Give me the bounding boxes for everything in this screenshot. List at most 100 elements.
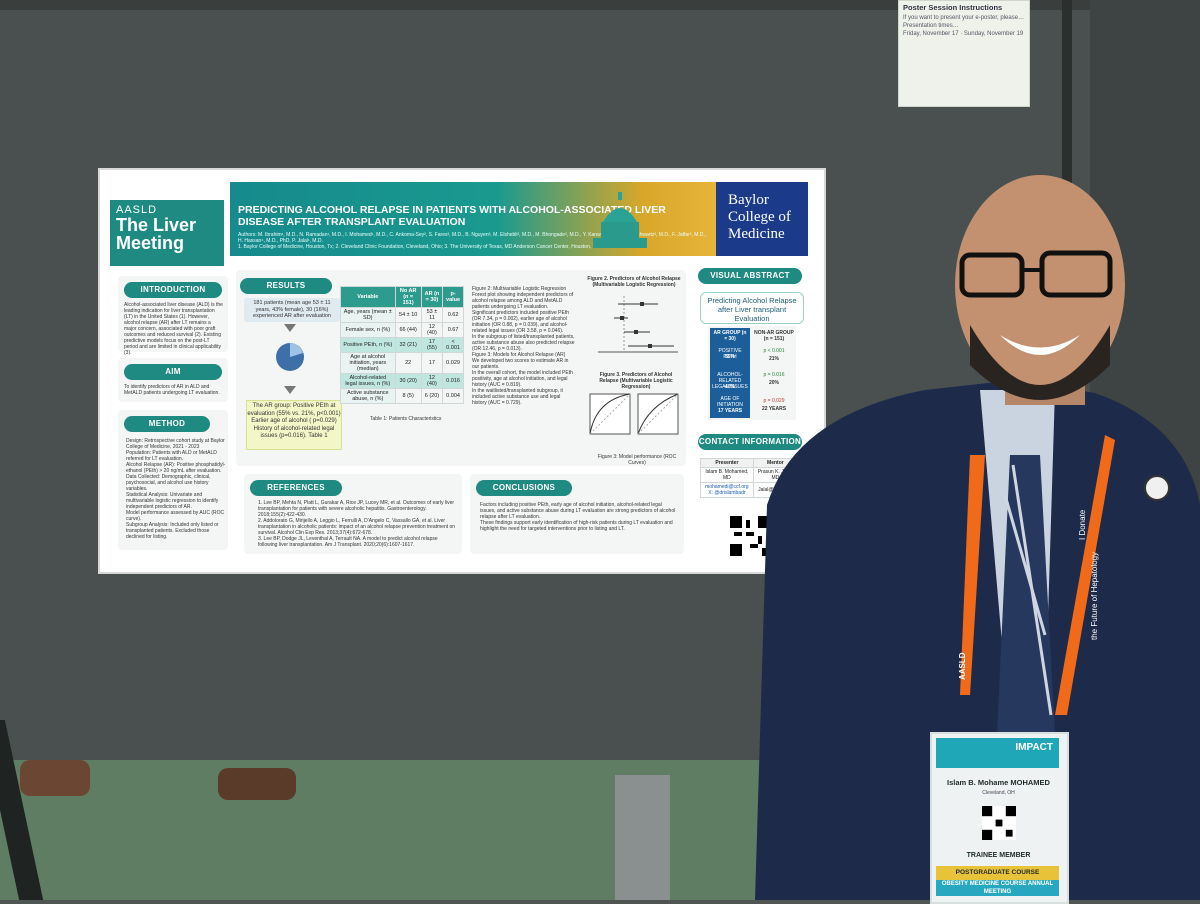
logo-line: The Liver xyxy=(116,215,197,235)
va-row-label: AGE OF INITIATION xyxy=(717,396,743,408)
table-cell: Active substance abuse, n (%) xyxy=(340,388,396,404)
visual-abstract-title: Predicting Alcohol Relapse after Liver t… xyxy=(700,292,804,324)
results-bullet: In the waitlisted/transplanted subgroup,… xyxy=(472,388,563,406)
presenter-person xyxy=(755,175,1200,900)
va-p-value: p = 0.016 xyxy=(763,372,785,378)
conclusions-section: CONCLUSIONS Factors including positive P… xyxy=(470,474,684,554)
va-ar-value: 40% xyxy=(724,384,735,390)
table-header: AR (n = 30) xyxy=(420,286,444,308)
table-cell: 8 (5) xyxy=(394,388,422,404)
table-row: Active substance abuse, n (%) 8 (5) 6 (2… xyxy=(340,388,464,404)
table-header: p-value xyxy=(442,286,464,308)
table-cell: 0.016 xyxy=(442,373,464,389)
results-bullet: Figure 2: Multivariable Logistic Regress… xyxy=(472,286,567,292)
table-cell: 0.004 xyxy=(442,388,464,404)
presenter-contact: mohamedi@ccf.org X: @drislambadr xyxy=(700,482,754,498)
va-non-value: 21% xyxy=(768,356,779,362)
presenter-name: Islam B. Mohamed, MD xyxy=(700,467,754,483)
table-cell: 12 (40) xyxy=(420,373,444,389)
references-header: REFERENCES xyxy=(250,480,342,496)
table-caption: Table 1: Patients Characteristics xyxy=(370,416,442,422)
introduction-header: INTRODUCTION xyxy=(124,282,222,298)
results-bullet: We developed two scores to estimate AR i… xyxy=(472,358,569,370)
table-cell: Alcohol-related legal issues, n (%) xyxy=(340,373,396,389)
aim-header: AIM xyxy=(124,364,222,380)
results-bullet: Figure 3: Models for Alcohol Relapse (AR… xyxy=(472,352,566,358)
table-cell: 12 (40) xyxy=(420,322,444,338)
institution-line: College of xyxy=(728,209,791,225)
conclusions-list: Factors including positive PEth, early a… xyxy=(480,502,678,532)
table-row: Age at alcohol initiation, years (median… xyxy=(340,352,464,374)
capitol-dome-icon xyxy=(593,192,647,248)
va-non-value: 20% xyxy=(768,380,779,386)
aim-section: AIM To identify predictors of AR in ALD … xyxy=(118,358,228,402)
method-item: Model performance assessed by AUC (ROC c… xyxy=(126,510,225,522)
passerby-legs xyxy=(615,775,670,900)
qr-code-icon xyxy=(730,516,770,556)
table-cell: Age at alcohol initiation, years (median… xyxy=(340,352,396,374)
visual-abstract-header: VISUAL ABSTRACT xyxy=(698,268,802,284)
table-cell: 0.62 xyxy=(442,307,464,323)
introduction-section: INTRODUCTION Alcohol-associated liver di… xyxy=(118,276,228,356)
va-p-value: p < 0.001 xyxy=(763,348,785,354)
table-cell: 22 xyxy=(394,352,422,374)
method-list: Design: Retrospective cohort study at Ba… xyxy=(126,438,226,540)
table-cell: < 0.001 xyxy=(442,337,464,353)
table-row: Age, years (mean ± SD) 54 ± 10 53 ± 11 0… xyxy=(340,307,464,323)
roc-curves-figure xyxy=(589,393,679,435)
aasld-liver-meeting-logo: AASLD The Liver Meeting xyxy=(110,200,224,266)
table-cell: 53 ± 11 xyxy=(420,307,444,323)
figure2-title: Figure 2. Predictors of Alcohol Relapse … xyxy=(587,276,681,288)
va-ar-value: 17 YEARS xyxy=(717,408,743,414)
results-bullet: Significant predictors included positive… xyxy=(472,310,569,334)
table-cell: 17 xyxy=(420,352,444,374)
method-item: Population: Patients with ALD or MetALD … xyxy=(126,450,217,462)
results-bullet: In the subgroup of listed/transplanted p… xyxy=(472,334,575,352)
shoe xyxy=(218,768,296,800)
results-bullet: In the overall cohort, the model include… xyxy=(472,370,573,388)
reference-item: 1. Lee BP, Mehta N, Platt L, Gurakar A, … xyxy=(258,500,455,518)
poster-title: PREDICTING ALCOHOL RELAPSE IN PATIENTS W… xyxy=(238,204,666,228)
va-p-value: p = 0.029 xyxy=(763,398,785,404)
down-arrow-icon xyxy=(284,324,296,332)
badge-qr-code-icon xyxy=(982,806,1016,840)
visual-abstract-grid: AR GROUP (n = 30) NON-AR GROUP (n = 151)… xyxy=(708,326,796,420)
affiliations-text: 1. Baylor College of Medicine, Houston, … xyxy=(238,244,599,250)
baylor-college-of-medicine-logo: Baylor College of Medicine xyxy=(716,182,808,256)
badge-name: Islam B. Mohame MOHAMED xyxy=(947,778,1050,787)
notice-line: Friday, November 17 · Sunday, November 1… xyxy=(903,31,1024,37)
pie-chart-icon xyxy=(276,343,304,371)
method-section: METHOD Design: Retrospective cohort stud… xyxy=(118,410,228,550)
method-item: Design: Retrospective cohort study at Ba… xyxy=(126,438,225,450)
results-summary: 181 patients (mean age 53 ± 11 years, 43… xyxy=(244,298,340,322)
institution-line: Baylor xyxy=(728,192,769,208)
references-section: REFERENCES 1. Lee BP, Mehta N, Platt L, … xyxy=(244,474,462,554)
notice-title: Poster Session Instructions xyxy=(903,3,1003,12)
ar-group-summary: The AR group: Positive PEth at evaluatio… xyxy=(246,400,342,450)
forest-plot-figure xyxy=(598,296,678,353)
badge-member-type: TRAINEE MEMBER xyxy=(966,852,1031,859)
reference-item: 3. Lee BP, Dodge JL, Leventhal A, Terrau… xyxy=(258,536,438,548)
authors-text: Authors: M. Ibrahim¹, M.D., N. Ramadan¹,… xyxy=(238,232,707,244)
lanyard-text: the Future of Hepatology xyxy=(1090,551,1099,640)
presenter-email: mohamedi@ccf.org xyxy=(705,484,749,490)
results-bullets: Figure 2: Multivariable Logistic Regress… xyxy=(472,286,576,406)
logo-line: Meeting xyxy=(116,233,185,253)
method-item: Statistical Analysis: Univariate and mul… xyxy=(126,492,219,510)
va-ar-value: 55% xyxy=(724,354,735,360)
method-item: Alcohol Relapse (AR): Positive phosphati… xyxy=(126,462,226,474)
table-cell: Age, years (mean ± SD) xyxy=(340,307,396,323)
table-header: Variable xyxy=(340,286,396,308)
method-item: Data Collected: Demographic, clinical, p… xyxy=(126,474,211,492)
conference-name-badge: IMPACT Islam B. Mohame MOHAMED Cleveland… xyxy=(930,732,1069,904)
shoe xyxy=(20,760,90,796)
table-cell: 66 (44) xyxy=(394,322,422,338)
va-row-label: POSITIVE PETH xyxy=(718,348,742,360)
badge-location: Cleveland, OH xyxy=(982,790,1015,796)
va-non-value: 22 YEARS xyxy=(761,406,787,412)
patient-characteristics-table: Variable No AR (n = 151) AR (n = 30) p-v… xyxy=(340,286,464,404)
figure3-caption: Figure 3: Model performance (ROC Curves) xyxy=(597,454,677,466)
table-cell: 0.029 xyxy=(442,352,464,374)
table-cell: 17 (55) xyxy=(420,337,444,353)
table-row: Female sex, n (%) 66 (44) 12 (40) 0.67 xyxy=(340,322,464,338)
